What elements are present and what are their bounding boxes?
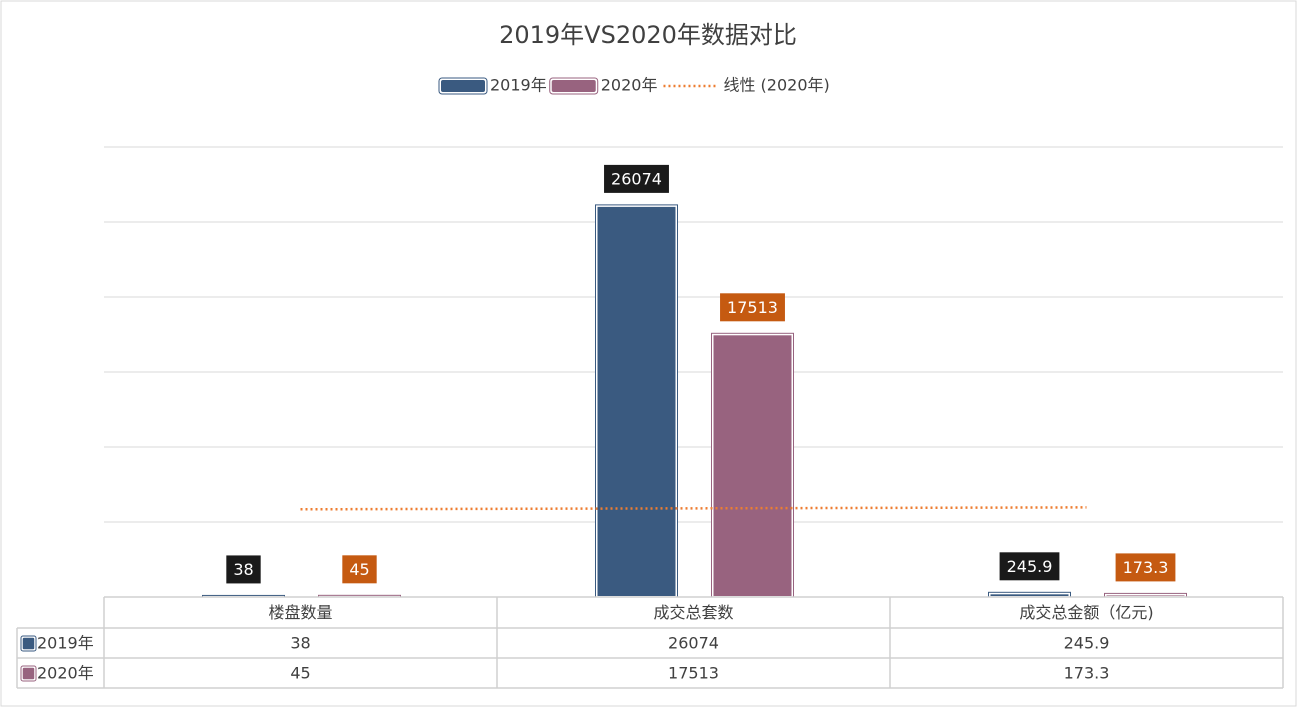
- data-label-bg: [1115, 553, 1176, 582]
- table-header: 楼盘数量: [268, 603, 332, 622]
- trendline: [300, 506, 1087, 511]
- data-label-bg: [226, 555, 261, 584]
- legend-swatch: [439, 78, 487, 94]
- data-label: 38: [233, 560, 253, 579]
- table-row-label: 2020年: [37, 664, 94, 683]
- table-swatch-edge: [20, 635, 37, 652]
- table-swatch: [21, 636, 36, 651]
- chart-title: 2019年VS2020年数据对比: [499, 21, 797, 49]
- legend-label: 线性 (2020年): [723, 76, 829, 95]
- legend-swatch-border: [549, 77, 599, 95]
- legend-label: 2020年: [601, 76, 658, 95]
- table-header: 成交总套数: [653, 603, 733, 622]
- table-cell: 26074: [668, 634, 719, 653]
- table-bg: [104, 597, 1283, 688]
- data-label: 26074: [611, 169, 662, 188]
- data-label: 245.9: [1007, 557, 1053, 576]
- table-header: 成交总金额（亿元): [1019, 603, 1153, 622]
- table-swatch-edge: [20, 665, 37, 682]
- table-cell: 45: [290, 664, 310, 683]
- table-row-label: 2019年: [37, 634, 94, 653]
- legend-label: 2019年: [490, 76, 547, 95]
- data-label: 45: [349, 560, 369, 579]
- table-cell: 17513: [668, 664, 719, 683]
- table-swatch: [21, 666, 36, 681]
- legend-swatch-border: [438, 77, 488, 95]
- bar: [711, 333, 794, 598]
- data-label-bg: [604, 164, 669, 193]
- data-label: 17513: [727, 298, 778, 317]
- data-label: 173.3: [1123, 558, 1169, 577]
- data-label-bg: [342, 555, 377, 584]
- data-label-bg: [999, 552, 1060, 581]
- table-cell: 245.9: [1064, 634, 1110, 653]
- table-cell: 173.3: [1064, 664, 1110, 683]
- data-label-bg: [720, 293, 785, 322]
- table-cell: 38: [290, 634, 310, 653]
- legend-swatch: [549, 78, 598, 94]
- bar: [595, 204, 678, 598]
